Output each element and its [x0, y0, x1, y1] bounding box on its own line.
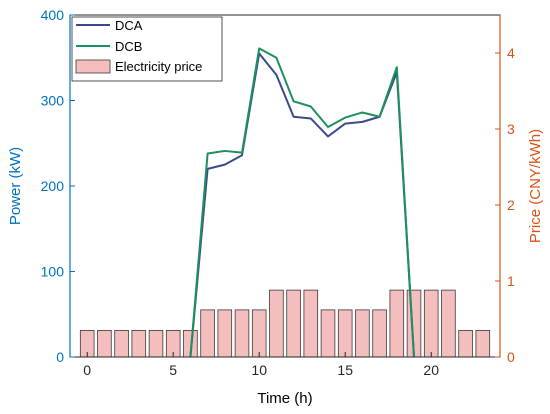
legend: DCA DCB Electricity price [71, 16, 223, 82]
price-bar [389, 289, 405, 358]
legend-swatch-price [75, 59, 111, 74]
y-right-tick-label: 1 [507, 273, 515, 289]
y-left-tick-label: 0 [56, 349, 64, 365]
bars-layer [79, 289, 491, 358]
y-left-tick-label: 100 [41, 264, 65, 280]
price-bar [355, 309, 370, 358]
y-left-axis-label: Power (kW) [7, 147, 24, 225]
price-bar [458, 329, 473, 358]
x-tick-label: 10 [251, 362, 267, 378]
price-bar [286, 289, 301, 358]
price-bar [97, 329, 112, 358]
price-bar [320, 309, 336, 358]
x-tick-label: 5 [169, 362, 177, 378]
price-bar [234, 309, 250, 358]
price-bar [200, 309, 215, 358]
y-right-axis-label: Price (CNY/kWh) [527, 129, 544, 243]
price-bar [148, 329, 164, 358]
series-line-dca [189, 52, 415, 358]
price-bar [372, 309, 387, 358]
x-tick-label: 20 [423, 362, 439, 378]
price-bar [251, 309, 267, 358]
price-bar [114, 329, 129, 358]
y-left-tick-label: 400 [41, 7, 65, 23]
price-bar [269, 289, 284, 358]
price-bar [337, 309, 353, 358]
price-bar [441, 289, 456, 358]
series-line-dcb [189, 47, 415, 358]
y-right-tick-label: 2 [507, 197, 515, 213]
price-bar [303, 289, 319, 358]
y-right-tick-label: 3 [507, 121, 515, 137]
price-bar [423, 289, 439, 358]
y-left-tick-label: 300 [41, 93, 65, 109]
y-left-tick-label: 200 [41, 178, 65, 194]
y-right-tick-label: 0 [507, 349, 515, 365]
price-bar [475, 329, 491, 358]
x-ticks: 0 5 10 15 20 [83, 352, 439, 378]
price-bar [217, 309, 233, 358]
x-tick-label: 0 [83, 362, 91, 378]
legend-label-dca: DCA [115, 18, 143, 33]
legend-label-price: Electricity price [115, 59, 202, 74]
legend-label-dcb: DCB [115, 39, 142, 54]
x-axis-label: Time (h) [257, 390, 312, 407]
y-right-tick-label: 4 [507, 45, 515, 61]
y-right-ticks: 0 1 2 3 4 [495, 45, 515, 365]
price-bar [131, 329, 147, 358]
x-tick-label: 15 [337, 362, 353, 378]
y-left-ticks: 0 100 200 300 400 [41, 7, 75, 365]
lines-layer [189, 47, 415, 358]
